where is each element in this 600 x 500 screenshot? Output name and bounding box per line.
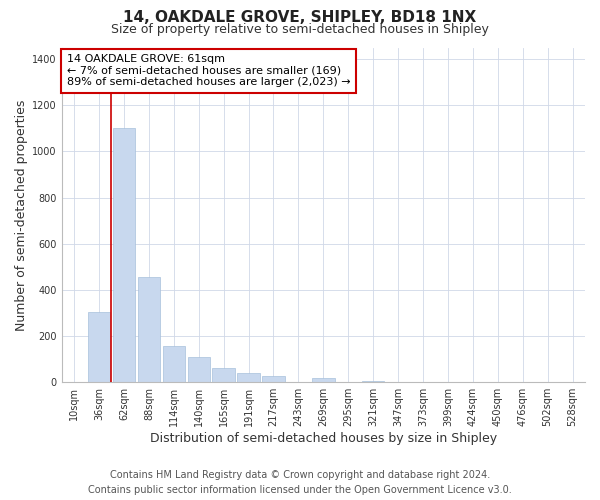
Bar (137, 277, 160, 382)
Bar (238, 373, 260, 382)
Text: Contains HM Land Registry data © Crown copyright and database right 2024.
Contai: Contains HM Land Registry data © Crown c… (88, 470, 512, 495)
Bar (212, 368, 235, 382)
Bar (113, 128, 135, 382)
Bar (163, 346, 185, 382)
X-axis label: Distribution of semi-detached houses by size in Shipley: Distribution of semi-detached houses by … (150, 432, 497, 445)
Text: Size of property relative to semi-detached houses in Shipley: Size of property relative to semi-detach… (111, 22, 489, 36)
Bar (312, 378, 335, 382)
Bar (188, 357, 210, 382)
Text: 14 OAKDALE GROVE: 61sqm
← 7% of semi-detached houses are smaller (169)
89% of se: 14 OAKDALE GROVE: 61sqm ← 7% of semi-det… (67, 54, 350, 88)
Bar (262, 376, 284, 382)
Bar (362, 381, 385, 382)
Bar (88, 312, 110, 382)
Text: 14, OAKDALE GROVE, SHIPLEY, BD18 1NX: 14, OAKDALE GROVE, SHIPLEY, BD18 1NX (124, 10, 476, 25)
Y-axis label: Number of semi-detached properties: Number of semi-detached properties (15, 99, 28, 330)
